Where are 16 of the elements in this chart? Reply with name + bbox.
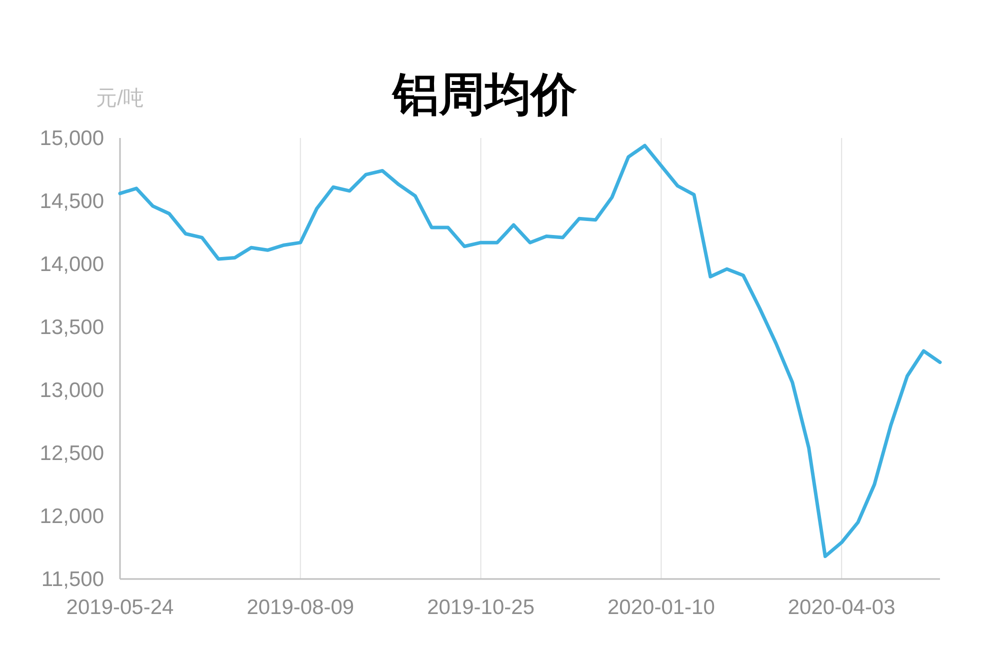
chart-title: 铝周均价: [391, 68, 577, 120]
y-tick-label: 15,000: [40, 127, 104, 150]
line-series: [118, 144, 942, 558]
y-tick-label: 14,500: [40, 190, 104, 213]
y-tick-label: 13,500: [40, 316, 104, 339]
y-tick-label: 14,000: [40, 253, 104, 276]
y-axis-title: 元/吨: [96, 87, 144, 110]
y-tick-label: 12,000: [40, 505, 104, 528]
x-tick-label: 2019-10-25: [427, 596, 535, 619]
x-tick-label: 2019-08-09: [246, 596, 354, 619]
y-tick-label: 13,000: [40, 379, 104, 402]
x-tick-label: 2020-04-03: [788, 596, 896, 619]
x-tick-label: 2020-01-10: [607, 596, 715, 619]
y-tick-label: 11,500: [41, 568, 104, 591]
y-tick-label: 12,500: [40, 442, 104, 465]
x-tick-label: 2019-05-24: [66, 596, 174, 619]
